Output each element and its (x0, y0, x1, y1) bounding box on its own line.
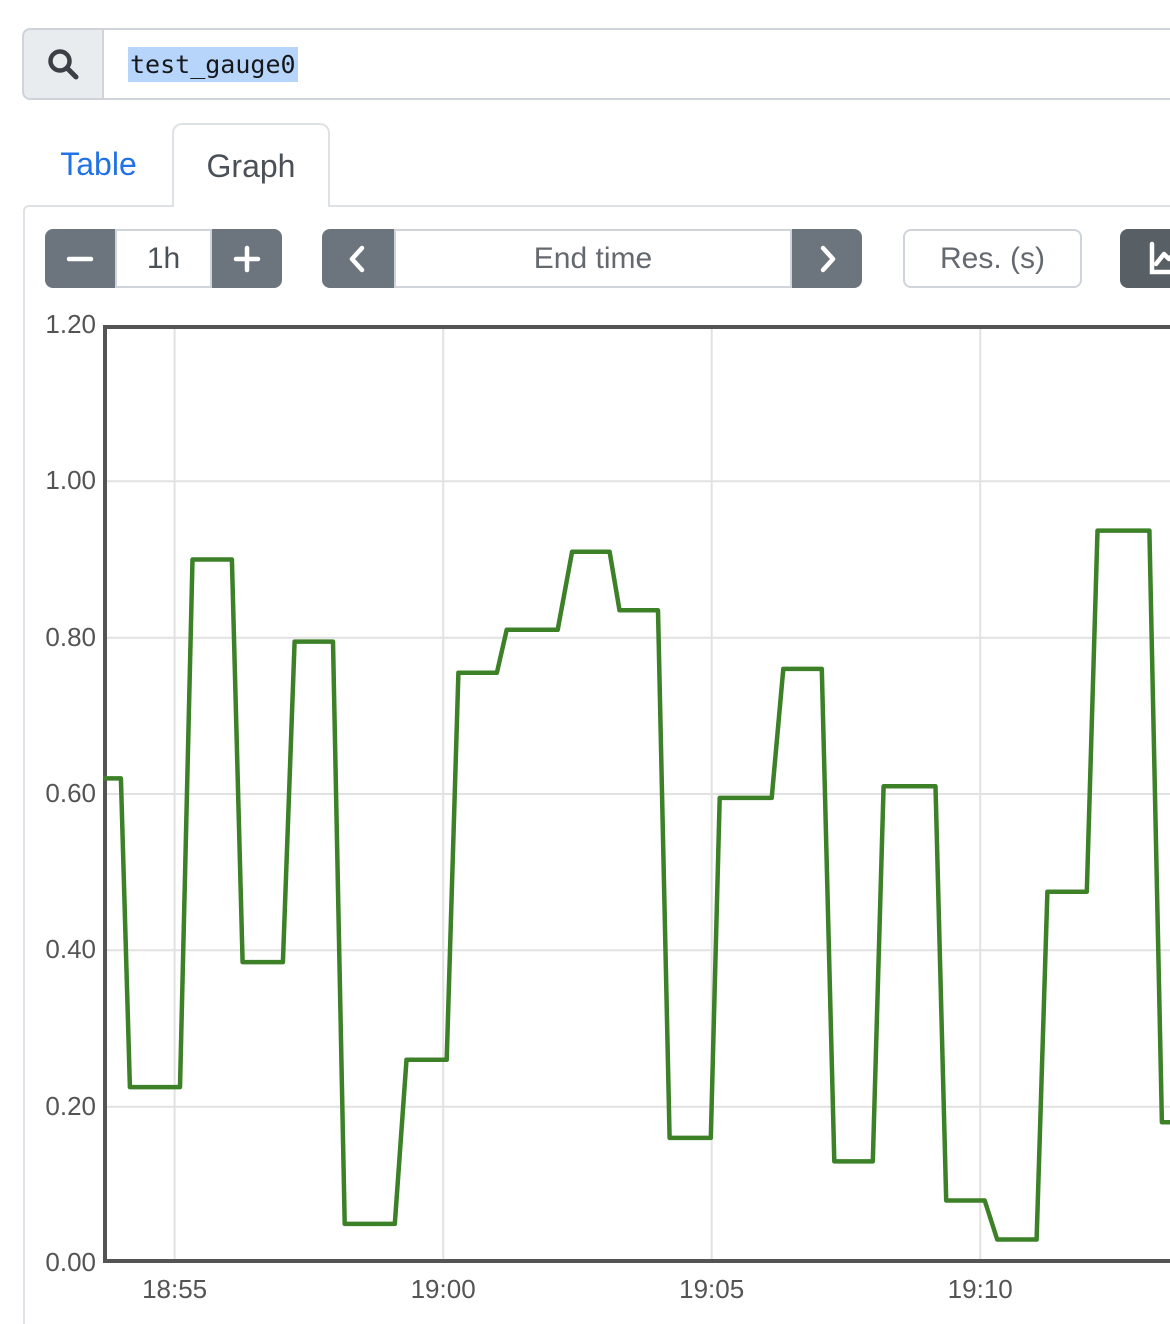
x-axis-labels: 18:55 19:00 19:05 19:10 (103, 1274, 1170, 1314)
search-icon (48, 49, 79, 80)
end-time-back-button[interactable] (322, 229, 394, 288)
y-tick-label: 1.20 (45, 309, 96, 339)
graph-canvas (103, 325, 1170, 1263)
duration-value: 1h (146, 241, 181, 275)
chevron-left-icon (349, 245, 365, 272)
x-tick-label: 19:05 (679, 1274, 745, 1304)
stacked-graph-toggle-button[interactable] (1120, 229, 1170, 288)
search-addon (22, 28, 104, 100)
graph-plot-area[interactable] (103, 325, 1170, 1263)
x-tick-label: 19:10 (947, 1274, 1013, 1304)
duration-increase-button[interactable] (212, 229, 282, 288)
y-axis-labels: 0.00 0.20 0.40 0.60 0.80 1.00 1.20 (0, 309, 96, 1277)
end-time-input[interactable]: End time (394, 229, 792, 288)
expression-input[interactable]: test_gauge0 (104, 28, 1170, 100)
tab-graph-label: Graph (206, 147, 296, 184)
y-tick-label: 0.00 (45, 1247, 96, 1277)
resolution-input[interactable]: Res. (s) (903, 229, 1082, 288)
duration-decrease-button[interactable] (45, 229, 115, 288)
y-tick-label: 1.00 (45, 465, 96, 496)
y-tick-label: 0.80 (45, 621, 96, 652)
tab-table[interactable]: Table (25, 123, 172, 205)
expression-selected-text: test_gauge0 (128, 46, 298, 82)
y-tick-label: 0.40 (45, 934, 96, 965)
resolution-placeholder: Res. (s) (940, 241, 1045, 275)
x-tick-label: 18:55 (142, 1274, 208, 1304)
tab-content-panel (23, 205, 1170, 1324)
y-tick-label: 0.60 (45, 778, 96, 808)
tab-graph[interactable]: Graph (172, 123, 330, 207)
duration-input[interactable]: 1h (115, 229, 212, 288)
y-tick-label: 0.20 (45, 1090, 96, 1121)
tab-table-label: Table (60, 145, 137, 182)
plus-icon (233, 245, 261, 272)
x-tick-label: 19:00 (410, 1274, 476, 1304)
chevron-right-icon (820, 245, 836, 272)
end-time-forward-button[interactable] (792, 229, 862, 288)
end-time-placeholder: End time (533, 241, 653, 275)
stacked-chart-icon (1149, 241, 1170, 274)
minus-icon (66, 256, 94, 261)
expression-bar: test_gauge0 (22, 28, 1170, 100)
